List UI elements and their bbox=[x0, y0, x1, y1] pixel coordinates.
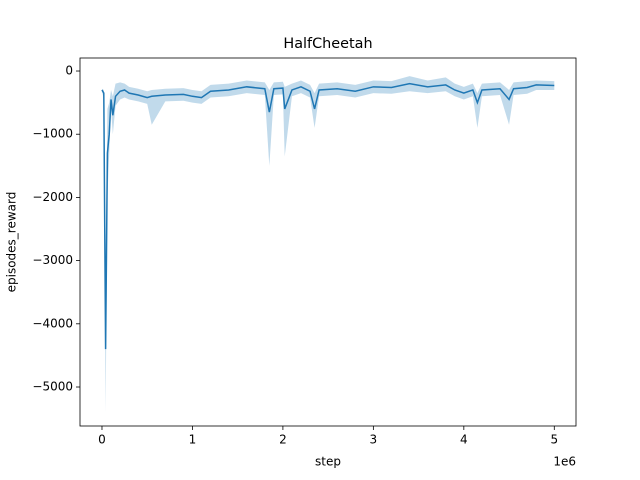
y-tick-label: 0 bbox=[65, 64, 73, 78]
x-tick-label: 1 bbox=[189, 433, 197, 447]
y-axis-label: episodes_reward bbox=[5, 192, 19, 293]
y-tick-label: −5000 bbox=[32, 380, 73, 394]
x-tick-label: 5 bbox=[550, 433, 558, 447]
x-tick-label: 2 bbox=[279, 433, 287, 447]
mean-line bbox=[101, 82, 555, 350]
chart-title: HalfCheetah bbox=[283, 36, 372, 52]
x-axis-label: step bbox=[315, 455, 341, 469]
y-tick-label: −1000 bbox=[32, 127, 73, 141]
x-tick-label: 3 bbox=[370, 433, 378, 447]
x-offset-label: 1e6 bbox=[553, 455, 576, 469]
x-tick-label: 0 bbox=[98, 433, 106, 447]
y-tick-label: −2000 bbox=[32, 190, 73, 204]
y-tick-label: −4000 bbox=[32, 316, 73, 330]
plot-frame bbox=[79, 57, 577, 427]
x-tick-label: 4 bbox=[460, 433, 468, 447]
confidence-band bbox=[101, 76, 555, 413]
y-tick-label: −3000 bbox=[32, 253, 73, 267]
